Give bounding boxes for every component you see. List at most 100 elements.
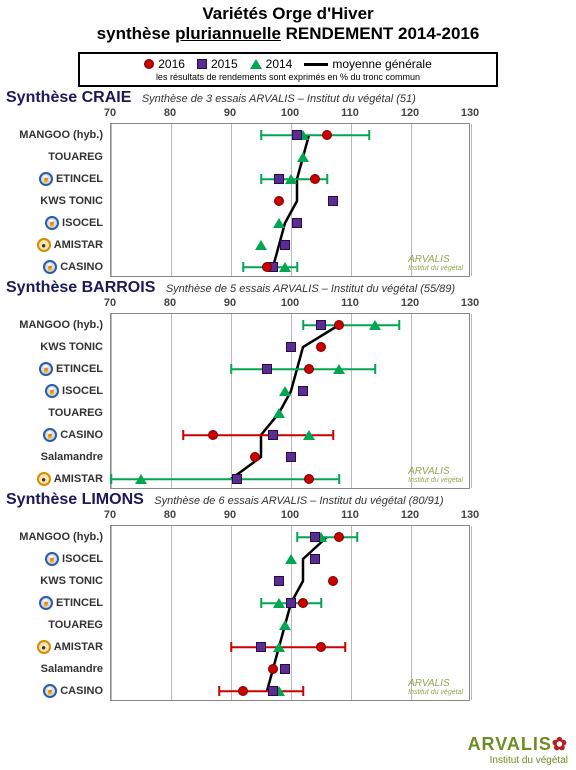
error-cap [230,642,232,652]
chart-row: 🍺ETINCEL [111,592,469,614]
error-cap [260,130,262,140]
row-label: 🍺ETINCEL [39,362,103,376]
badge-blue-icon: 🍺 [45,552,59,566]
chart-title: Synthèse LIMONS Synthèse de 6 essais ARV… [0,491,576,509]
chart-plot: MANGOO (hyb.)🍺ISOCELKWS TONIC🍺ETINCELTOU… [110,525,470,701]
badge-orange-icon: ● [37,472,51,486]
chart-row: Salamandre [111,446,469,468]
point-2016 [262,262,272,272]
error-bar [297,536,357,538]
axis-tick: 90 [224,297,236,309]
error-cap [398,320,400,330]
error-cap [296,262,298,272]
row-label: 🍺ISOCEL [45,552,103,566]
row-label-text: MANGOO (hyb.) [19,531,103,543]
row-label: MANGOO (hyb.) [19,531,103,543]
badge-blue-icon: 🍺 [43,428,57,442]
chart-axis: 708090100110120130 [110,509,470,525]
error-cap [374,364,376,374]
badge-blue-icon: 🍺 [43,684,57,698]
point-2016 [334,320,344,330]
row-label-text: ISOCEL [62,385,103,397]
legend-box: 2016 2015 2014 moyenne générale les résu… [78,52,498,87]
legend-2015: 2015 [197,57,238,71]
legend-label-avg: moyenne générale [332,57,431,71]
point-2014 [279,620,291,630]
row-label-text: CASINO [60,429,103,441]
axis-tick: 110 [341,509,359,521]
badge-blue-icon: 🍺 [43,260,57,274]
row-label: TOUAREG [48,151,103,163]
error-bar [231,646,345,648]
point-2016 [268,664,278,674]
title-line-2: synthèse pluriannuelle RENDEMENT 2014-20… [0,24,576,44]
point-2015 [286,452,296,462]
point-2015 [310,532,320,542]
row-label: ●AMISTAR [37,472,103,486]
axis-tick: 70 [104,509,116,521]
axis-tick: 130 [461,509,479,521]
row-label: Salamandre [41,451,103,463]
row-label-text: CASINO [60,261,103,273]
axis-tick: 110 [341,297,359,309]
row-label-text: Salamandre [41,451,103,463]
footer-logo-text: ARVALIS [468,734,552,754]
row-label-text: ETINCEL [56,597,103,609]
error-cap [110,474,112,484]
row-label: MANGOO (hyb.) [19,129,103,141]
point-2014 [297,152,309,162]
row-label: 🍺ETINCEL [39,596,103,610]
badge-blue-icon: 🍺 [39,362,53,376]
row-label-text: CASINO [60,685,103,697]
row-label-text: KWS TONIC [40,341,103,353]
axis-tick: 100 [281,509,299,521]
point-2015 [274,576,284,586]
legend-avg: moyenne générale [304,57,431,71]
title-underline: pluriannuelle [175,24,281,43]
chart-subtitle: Synthèse de 6 essais ARVALIS – Institut … [154,495,443,507]
point-2014 [285,174,297,184]
axis-tick: 130 [461,107,479,119]
row-label: 🍺CASINO [43,684,103,698]
point-2014 [273,218,285,228]
chart-wrap: 708090100110120130MANGOO (hyb.)KWS TONIC… [110,297,470,489]
axis-tick: 80 [164,107,176,119]
point-2015 [292,130,302,140]
row-label: Salamandre [41,663,103,675]
chart-wrap: 708090100110120130MANGOO (hyb.)🍺ISOCELKW… [110,509,470,701]
chart-section: Synthèse BARROIS Synthèse de 5 essais AR… [0,279,576,489]
axis-tick: 90 [224,509,236,521]
chart-wrap: 708090100110120130MANGOO (hyb.)TOUAREG🍺E… [110,107,470,277]
point-2016 [334,532,344,542]
row-label: 🍺ISOCEL [45,384,103,398]
chart-row: MANGOO (hyb.) [111,124,469,146]
point-2016 [322,130,332,140]
error-bar [219,690,303,692]
watermark: ARVALISInstitut du végétal [408,678,463,696]
point-2015 [310,554,320,564]
axis-tick: 80 [164,297,176,309]
point-2015 [316,320,326,330]
row-label-text: AMISTAR [54,473,103,485]
point-2014 [369,320,381,330]
point-2016 [328,576,338,586]
error-cap [320,598,322,608]
footer-logo: ARVALIS✿ Institut du végétal [468,734,568,766]
point-2015 [328,196,338,206]
row-label: KWS TONIC [40,575,103,587]
row-label: 🍺CASINO [43,260,103,274]
axis-tick: 70 [104,297,116,309]
point-2016 [304,364,314,374]
error-cap [344,642,346,652]
header: Variétés Orge d'Hiver synthèse pluriannu… [0,0,576,46]
point-2016 [208,430,218,440]
chart-row: TOUAREG [111,402,469,424]
point-2016 [310,174,320,184]
point-2014 [303,430,315,440]
axis-tick: 100 [281,297,299,309]
chart-section: Synthèse CRAIE Synthèse de 3 essais ARVA… [0,89,576,277]
error-cap [182,430,184,440]
title-line-1: Variétés Orge d'Hiver [0,4,576,24]
row-label-text: TOUAREG [48,407,103,419]
row-label: ●AMISTAR [37,238,103,252]
